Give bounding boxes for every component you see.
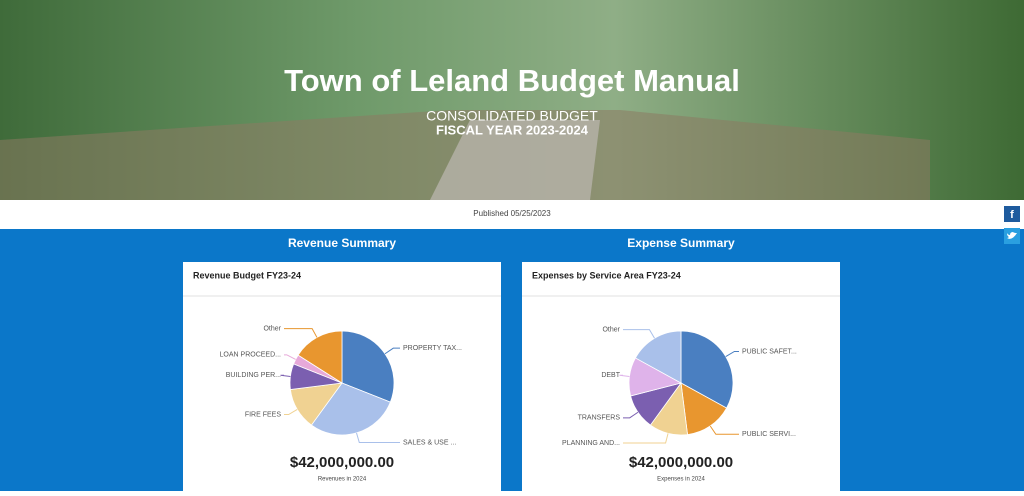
page-title: Town of Leland Budget Manual xyxy=(284,63,740,98)
leader-line xyxy=(619,374,630,377)
total-caption: Expenses in 2024 xyxy=(657,477,705,483)
total-caption: Revenues in 2024 xyxy=(318,477,367,483)
content-bg xyxy=(0,229,1024,491)
slice-label: FIRE FEES xyxy=(245,411,282,418)
leader-line xyxy=(623,411,639,419)
slice-label: TRANSFERS xyxy=(578,415,621,422)
section-heading: Revenue Summary xyxy=(288,236,396,250)
slice-label: Other xyxy=(263,326,281,333)
slice-label: DEBT xyxy=(601,372,620,379)
slice-label: BUILDING PER... xyxy=(226,372,281,379)
leader-line xyxy=(280,374,291,377)
card-title: Expenses by Service Area FY23-24 xyxy=(532,270,681,280)
leader-line xyxy=(356,432,400,444)
subtitle: CONSOLIDATED BUDGET xyxy=(426,108,598,124)
pie-slice xyxy=(297,330,343,384)
facebook-button[interactable] xyxy=(1004,206,1020,222)
pie-slice xyxy=(680,330,734,409)
pie-slice xyxy=(310,382,391,436)
slice-label: Other xyxy=(602,326,620,333)
slice-label: PROPERTY TAX... xyxy=(403,345,462,352)
leader-line xyxy=(384,347,400,355)
leader-line xyxy=(284,354,296,360)
slice-label: PUBLIC SAFET... xyxy=(742,348,797,355)
published-bar xyxy=(0,200,1024,229)
card-title: Revenue Budget FY23-24 xyxy=(193,270,301,280)
section-heading: Expense Summary xyxy=(627,236,735,250)
total-amount: $42,000,000.00 xyxy=(290,454,394,471)
fiscal-year: FISCAL YEAR 2023-2024 xyxy=(436,122,589,137)
slice-label: LOAN PROCEED... xyxy=(220,352,282,359)
path-deck xyxy=(430,120,600,200)
slice-label: PLANNING AND... xyxy=(562,440,620,447)
leader-line xyxy=(284,328,318,338)
slice-label: SALES & USE ... xyxy=(403,439,456,446)
published-date: Published 05/25/2023 xyxy=(473,209,551,218)
leader-line xyxy=(284,409,298,416)
pie-slice xyxy=(634,330,682,384)
pie-slice xyxy=(680,382,728,436)
leader-line xyxy=(623,329,655,339)
slice-label: PUBLIC SERVI... xyxy=(742,431,796,438)
facebook-icon: f xyxy=(1010,209,1014,221)
pie-slice xyxy=(341,330,395,403)
leader-line xyxy=(623,433,669,444)
leader-line xyxy=(725,350,739,357)
twitter-icon xyxy=(1007,232,1017,239)
leader-line xyxy=(709,425,739,435)
total-amount: $42,000,000.00 xyxy=(629,454,733,471)
